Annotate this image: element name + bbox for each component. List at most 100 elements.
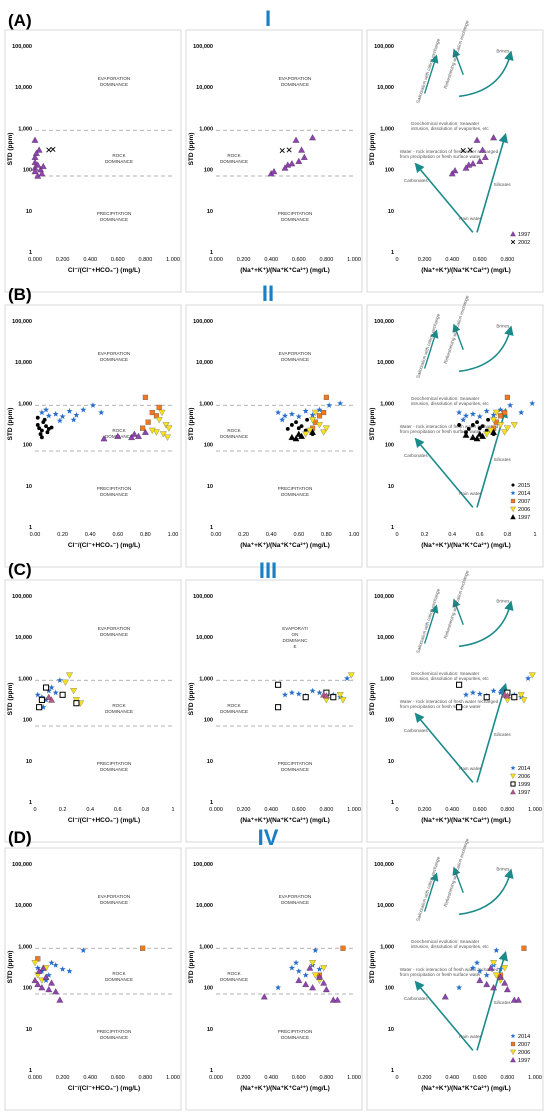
- rain-water-label: Rain water: [459, 1034, 481, 1039]
- marker-star: [469, 410, 476, 417]
- marker-square: [140, 425, 146, 431]
- marker-down-triangle: [510, 506, 516, 512]
- evaporation-label: EVAPORATION: [98, 626, 131, 631]
- panel-3-2: 1 10 100 1,000 10,000 100,000 STD (ppm) 0 0.200 0…: [366, 837, 544, 1111]
- precipitation-label: DOMINANCE: [100, 217, 128, 222]
- marker-star: [48, 959, 55, 966]
- marker-square: [321, 409, 327, 416]
- y-tick-label: 1: [29, 525, 32, 531]
- y-axis-label: STD (ppm): [369, 951, 376, 984]
- marker-down-triangle: [70, 688, 78, 695]
- x-tick-label: 0.600: [292, 807, 306, 813]
- panel-border: [4, 304, 182, 568]
- marker-star: [518, 409, 525, 416]
- marker-star: [302, 407, 309, 414]
- x-tick-label: 0.000: [209, 1075, 223, 1081]
- marker-open-square: [330, 694, 337, 701]
- evaporation-label: ON: [292, 632, 299, 637]
- y-tick-label: 10,000: [15, 635, 32, 641]
- x-tick-label: 0.000: [209, 257, 223, 263]
- y-tick-label: 10: [26, 209, 32, 215]
- marker-circle: [39, 428, 44, 433]
- x-tick-label: 1: [171, 807, 174, 813]
- evaporation-label: EVAPORATION: [98, 351, 131, 356]
- y-tick-label: 100: [204, 443, 213, 449]
- silicates-arrow: [476, 132, 508, 233]
- marker-circle: [37, 426, 42, 431]
- silicates-label: Silicates: [494, 182, 512, 187]
- evaporation-label: EVAPORATION: [279, 351, 312, 356]
- legend-label: 2007: [518, 1042, 530, 1048]
- marker-open-square: [302, 694, 309, 701]
- silicates-arrow: [476, 682, 508, 783]
- y-tick-label: 10,000: [196, 635, 213, 641]
- marker-star: [476, 690, 483, 697]
- y-tick-label: 10: [388, 759, 394, 765]
- marker-star: [510, 765, 516, 771]
- evaporation-label: DOMINANCE: [100, 632, 128, 637]
- y-tick-label: 1,000: [18, 126, 32, 132]
- x-tick-label: 0.400: [264, 807, 278, 813]
- marker-square: [497, 413, 504, 419]
- marker-open-square: [275, 704, 282, 711]
- panel-0-2: 1 10 100 1,000 10,000 100,000 STD (ppm) 0 0.200 0…: [366, 19, 544, 293]
- y-tick-label: 1: [210, 800, 213, 806]
- panel-border: [4, 579, 182, 843]
- marker-star: [493, 947, 500, 953]
- precipitation-label: PRECIPITATION: [278, 761, 313, 766]
- brines-arrow: [459, 600, 514, 648]
- marker-circle: [38, 432, 43, 437]
- carbonates-arrow: [414, 437, 474, 508]
- refreshening-arrow: [452, 323, 464, 351]
- x-tick-label: 0: [395, 807, 398, 813]
- y-axis-label: STD (ppm): [7, 951, 14, 984]
- marker-triangle: [469, 160, 477, 167]
- y-tick-label: 1,000: [18, 676, 32, 682]
- marker-down-triangle: [510, 422, 518, 429]
- marker-triangle: [462, 431, 470, 438]
- series-2002: [279, 147, 292, 154]
- y-tick-label: 1,000: [380, 676, 394, 682]
- marker-star: [281, 412, 289, 419]
- precipitation-label: DOMINANCE: [100, 767, 128, 772]
- marker-circle: [477, 426, 482, 431]
- marker-x: [467, 147, 473, 153]
- silicates-label: Silicates: [494, 1000, 512, 1005]
- marker-triangle: [260, 993, 268, 1000]
- panel-3-1: 1 10 100 1,000 10,000 100,000 STD (ppm) 0.000 0.…: [185, 847, 363, 1111]
- x-tick-label: 0.800: [139, 257, 153, 263]
- legend-label: 1997: [518, 790, 530, 796]
- marker-triangle: [48, 979, 55, 986]
- marker-star: [34, 691, 41, 698]
- y-tick-label: 10: [388, 209, 394, 215]
- y-tick-label: 10: [388, 484, 394, 490]
- marker-down-triangle: [497, 422, 504, 429]
- marker-square: [502, 409, 508, 416]
- marker-triangle: [309, 428, 316, 435]
- series-1999: [275, 681, 337, 711]
- series-1997: [31, 136, 47, 179]
- y-tick-label: 1: [29, 250, 32, 256]
- panel-3-0: 1 10 100 1,000 10,000 100,000 STD (ppm) 0.000 0.…: [4, 847, 182, 1111]
- x-tick-label: 0.400: [83, 1075, 97, 1081]
- marker-triangle: [476, 976, 484, 984]
- marker-down-triangle: [320, 429, 328, 436]
- y-tick-label: 1,000: [18, 401, 32, 407]
- evaporation-label: DOMINANCE: [281, 82, 309, 87]
- marker-star: [288, 964, 295, 971]
- marker-triangle: [515, 996, 522, 1003]
- geochemical-label-1: Geochemical evolution: Seawater: [411, 939, 480, 944]
- x-axis-label: Cl⁻/(Cl⁻+HCO₃⁻) (mg/L): [68, 542, 140, 549]
- panel-border: [185, 579, 363, 843]
- series-1997: [31, 964, 64, 1003]
- marker-triangle: [316, 973, 323, 980]
- marker-down-triangle: [501, 429, 509, 436]
- marker-x: [50, 146, 56, 152]
- marker-circle: [305, 417, 309, 422]
- marker-triangle: [31, 136, 39, 143]
- salinization-arrow: [423, 329, 439, 369]
- x-tick-label: 1: [533, 532, 536, 538]
- precipitation-label: PRECIPITATION: [278, 1029, 313, 1034]
- geochemical-label-2: intrusion, dissolution of evaporites, et…: [411, 126, 490, 131]
